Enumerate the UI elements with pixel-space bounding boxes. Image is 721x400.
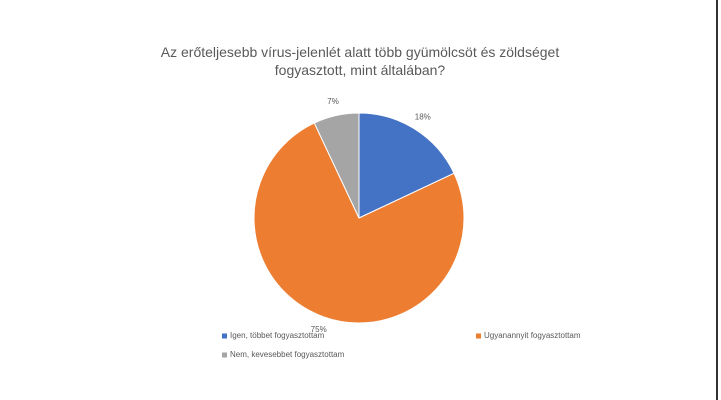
pie-slice xyxy=(358,112,455,219)
legend-label: Ugyanannyit fogyasztottam xyxy=(484,331,581,340)
legend-label: Nem, kevesebbet fogyasztottam xyxy=(230,350,345,359)
legend-swatch xyxy=(222,352,227,358)
legend-swatch xyxy=(476,333,481,339)
chart-title: Az erőteljesebb vírus-jelenlét alatt töb… xyxy=(160,44,560,78)
pie-slice xyxy=(313,112,360,219)
data-label: 75% xyxy=(311,325,327,334)
pie-slice xyxy=(253,122,465,324)
data-label: 7% xyxy=(327,97,339,106)
legend-label: Igen, többet fogyasztottam xyxy=(230,331,325,340)
data-label: 18% xyxy=(415,113,431,122)
legend-swatch xyxy=(222,333,227,339)
